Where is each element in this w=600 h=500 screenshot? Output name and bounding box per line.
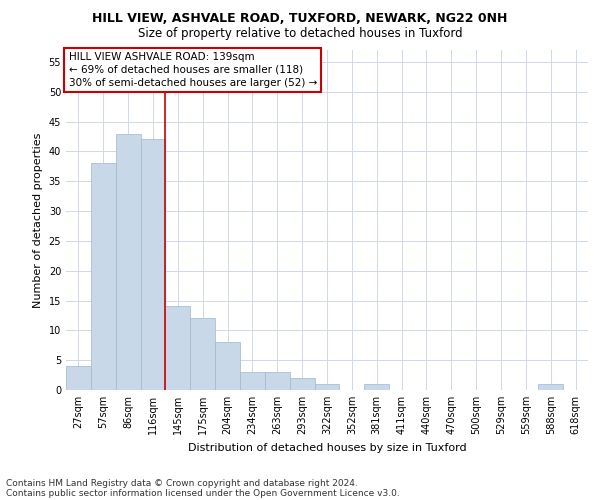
Text: HILL VIEW ASHVALE ROAD: 139sqm
← 69% of detached houses are smaller (118)
30% of: HILL VIEW ASHVALE ROAD: 139sqm ← 69% of … (68, 52, 317, 88)
Bar (66, 366, 91, 390)
Y-axis label: Number of detached properties: Number of detached properties (33, 132, 43, 308)
Bar (314, 384, 340, 390)
Bar (215, 342, 240, 390)
Bar (240, 372, 265, 390)
Bar (140, 140, 166, 390)
Bar (116, 134, 140, 390)
Bar (290, 378, 314, 390)
Bar (265, 372, 290, 390)
Text: Size of property relative to detached houses in Tuxford: Size of property relative to detached ho… (137, 28, 463, 40)
Text: Contains public sector information licensed under the Open Government Licence v3: Contains public sector information licen… (6, 488, 400, 498)
Bar (91, 164, 116, 390)
Bar (166, 306, 190, 390)
Bar (190, 318, 215, 390)
Bar (364, 384, 389, 390)
Text: Contains HM Land Registry data © Crown copyright and database right 2024.: Contains HM Land Registry data © Crown c… (6, 478, 358, 488)
Text: HILL VIEW, ASHVALE ROAD, TUXFORD, NEWARK, NG22 0NH: HILL VIEW, ASHVALE ROAD, TUXFORD, NEWARK… (92, 12, 508, 26)
X-axis label: Distribution of detached houses by size in Tuxford: Distribution of detached houses by size … (188, 442, 466, 452)
Bar (538, 384, 563, 390)
